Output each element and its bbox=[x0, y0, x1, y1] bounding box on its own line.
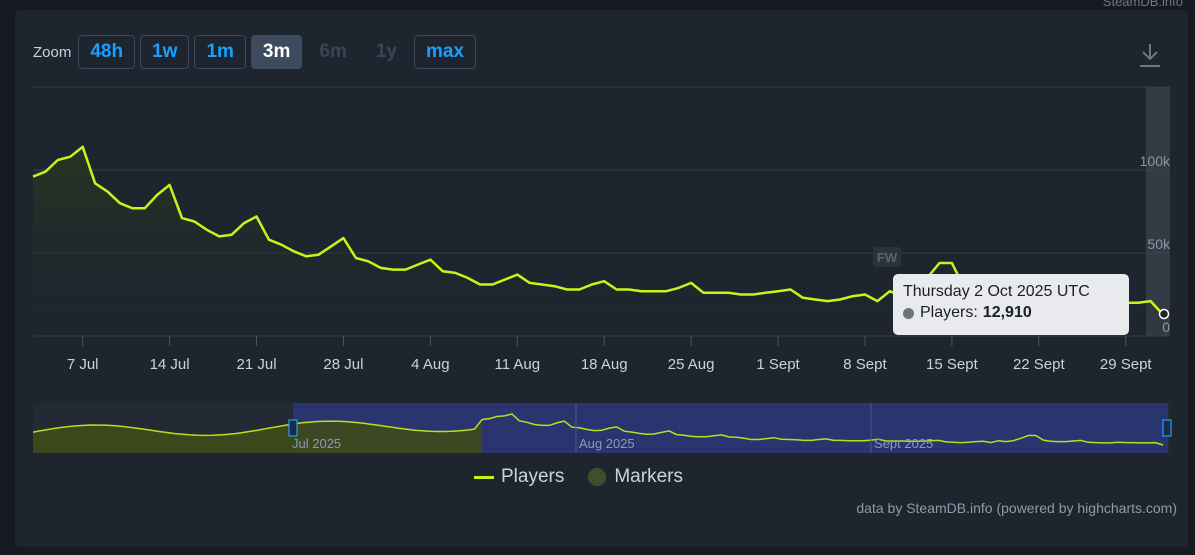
players-area bbox=[33, 146, 1163, 336]
chart-credit[interactable]: data by SteamDB.info (powered by highcha… bbox=[856, 500, 1177, 516]
zoom-1m-button[interactable]: 1m bbox=[194, 35, 246, 69]
tooltip: Thursday 2 Oct 2025 UTC Players: 12,910 bbox=[893, 274, 1129, 335]
zoom-label: Zoom bbox=[33, 43, 72, 61]
marker-badge[interactable]: FW bbox=[873, 247, 901, 267]
hover-point bbox=[1158, 308, 1170, 320]
legend: Players Markers bbox=[474, 466, 707, 488]
x-axis: 7 Jul 14 Jul 21 Jul 28 Jul 4 Aug 11 Aug 18 Aug… bbox=[67, 336, 1153, 373]
zoom-controls: Zoom 48h 1w 1m 3m 6m 1y max bbox=[33, 34, 481, 70]
x-tick-label: 21 Jul bbox=[237, 356, 277, 373]
zoom-1w-button[interactable]: 1w bbox=[140, 35, 190, 69]
x-tick-label: 15 Sept bbox=[926, 356, 979, 373]
y-tick-label: 100k bbox=[1140, 153, 1171, 169]
zoom-3m-button[interactable]: 3m bbox=[250, 35, 303, 69]
site-watermark: SteamDB.info bbox=[1102, 0, 1183, 9]
navigator-handle-right[interactable] bbox=[1162, 419, 1172, 437]
navigator-area bbox=[33, 419, 482, 453]
zoom-48h-button[interactable]: 48h bbox=[78, 35, 136, 69]
navigator-line bbox=[32, 413, 1164, 446]
x-tick-label: 29 Sept bbox=[1100, 356, 1153, 373]
download-icon[interactable] bbox=[1138, 42, 1162, 68]
x-tick-label: 22 Sept bbox=[1013, 356, 1066, 373]
navigator-handle-left[interactable] bbox=[288, 419, 298, 437]
tooltip-series-label: Players: bbox=[920, 304, 978, 321]
legend-item-markers[interactable]: Markers bbox=[588, 466, 683, 488]
zoom-max-button[interactable]: max bbox=[414, 35, 477, 69]
legend-marker-swatch bbox=[588, 468, 607, 486]
x-tick-label: 11 Aug bbox=[494, 356, 540, 373]
x-tick-label: 28 Jul bbox=[323, 356, 363, 373]
x-tick-label: 25 Aug bbox=[668, 356, 715, 373]
tooltip-date: Thursday 2 Oct 2025 UTC bbox=[903, 283, 1090, 300]
legend-line-swatch bbox=[474, 475, 494, 479]
hover-band bbox=[1146, 87, 1170, 336]
x-tick-label: 4 Aug bbox=[411, 356, 449, 373]
x-tick-label: 7 Jul bbox=[67, 356, 99, 373]
x-tick-label: 1 Sept bbox=[756, 356, 800, 373]
legend-item-players[interactable]: Players bbox=[474, 466, 564, 488]
navigator-label-sept: Sept 2025 bbox=[874, 436, 933, 451]
y-tick-label: 0 bbox=[1162, 319, 1170, 335]
y-tick-label: 50k bbox=[1147, 236, 1171, 252]
x-tick-label: 14 Jul bbox=[150, 356, 190, 373]
x-tick-label: 8 Sept bbox=[843, 356, 887, 373]
legend-markers-label: Markers bbox=[614, 466, 683, 487]
navigator-label-jul: Jul 2025 bbox=[292, 436, 341, 451]
legend-players-label: Players bbox=[501, 466, 565, 487]
navigator-label-aug: Aug 2025 bbox=[579, 436, 635, 451]
zoom-1y-button: 1y bbox=[364, 35, 409, 69]
x-tick-label: 18 Aug bbox=[581, 356, 628, 373]
y-axis: 100k 50k 0 bbox=[1140, 153, 1171, 335]
tooltip-series-dot bbox=[903, 307, 914, 319]
tooltip-value: 12,910 bbox=[982, 304, 1032, 321]
zoom-6m-button: 6m bbox=[307, 35, 358, 69]
